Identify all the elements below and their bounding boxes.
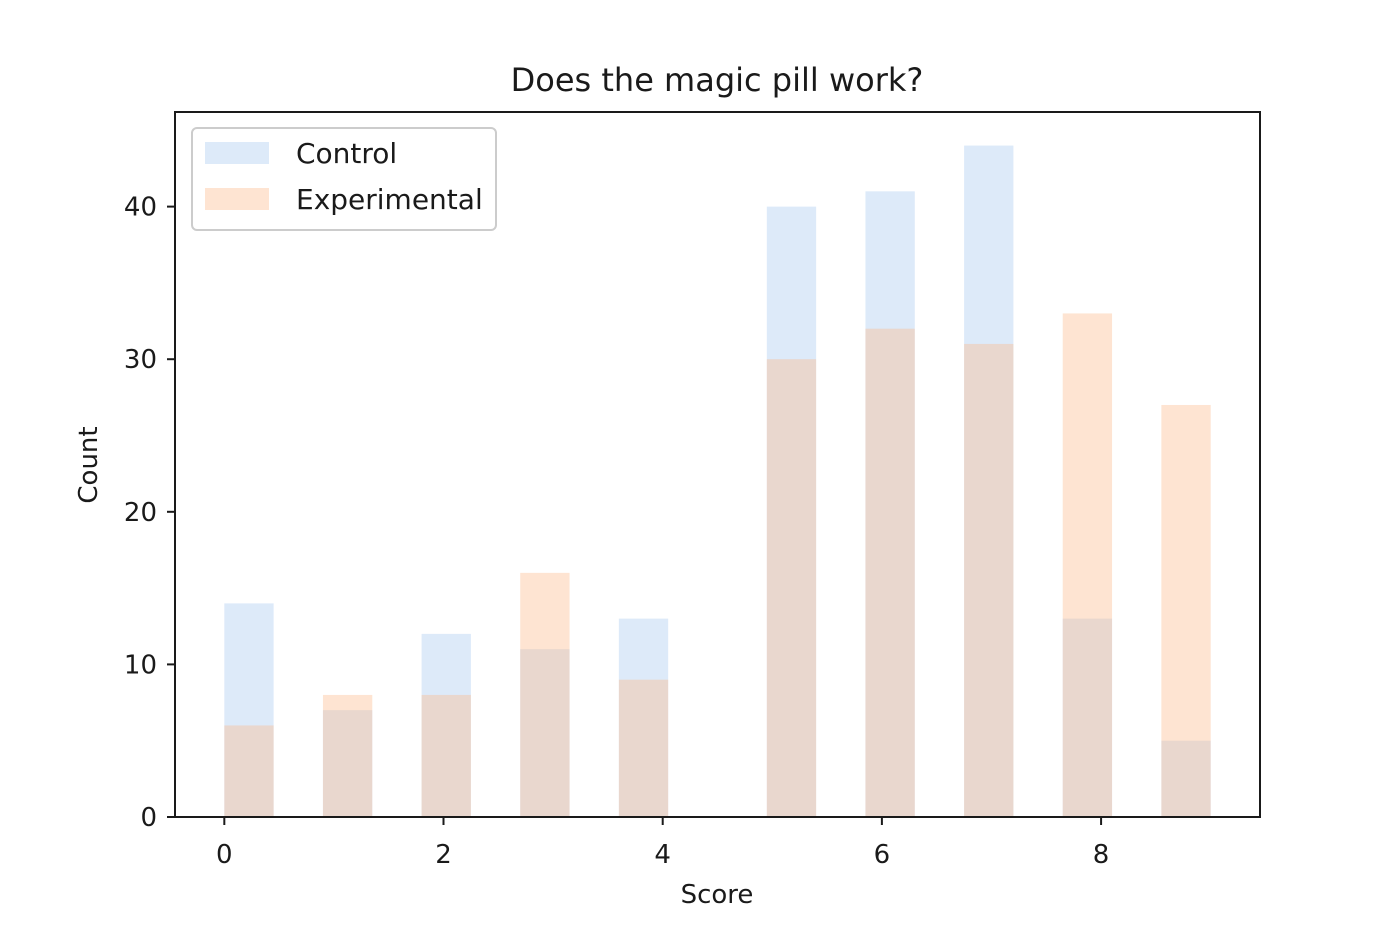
bar-experimental-1: [322, 694, 373, 817]
legend-swatch-experimental: [205, 188, 269, 210]
bar-experimental-4: [618, 679, 669, 817]
legend-box: [191, 127, 497, 231]
bar-control-4: [618, 618, 669, 817]
x-axis-label: Score: [681, 880, 754, 910]
y-tick-label: 20: [124, 498, 157, 528]
x-tick-label: 2: [435, 840, 452, 870]
x-tick-label: 0: [216, 840, 233, 870]
y-axis-ticks: 0 10 20 30 40: [124, 193, 175, 833]
legend: Control Experimental: [191, 127, 497, 231]
legend-label-control: Control: [296, 137, 397, 170]
bars-layer: [224, 145, 1211, 818]
bar-control-2: [421, 633, 471, 817]
bar-control-7: [964, 145, 1014, 818]
bar-experimental-0: [224, 725, 274, 817]
bar-experimental-5: [766, 359, 817, 817]
y-axis-label: Count: [74, 426, 104, 503]
x-axis-ticks: 0 2 4 6 8: [216, 817, 1109, 870]
bar-experimental-3: [520, 572, 570, 817]
bar-control-5: [766, 206, 817, 818]
x-tick-label: 6: [874, 840, 891, 870]
y-tick-label: 40: [124, 193, 157, 223]
y-tick-label: 30: [124, 345, 157, 375]
bar-control-6: [865, 191, 915, 817]
bar-experimental-6: [865, 328, 915, 817]
legend-swatch-control: [205, 142, 269, 164]
bar-experimental-2: [421, 694, 471, 817]
chart-title: Does the magic pill work?: [511, 61, 924, 99]
y-tick-label: 0: [140, 803, 157, 833]
bar-experimental-8: [1062, 313, 1113, 817]
bar-control-8: [1062, 618, 1113, 817]
bar-control-1: [322, 710, 373, 817]
x-tick-label: 4: [654, 840, 671, 870]
bar-experimental-9: [1161, 404, 1211, 817]
x-tick-label: 8: [1093, 840, 1110, 870]
bar-control-3: [520, 649, 570, 817]
bar-experimental-7: [964, 343, 1014, 817]
plot-frame: [174, 111, 1261, 818]
y-tick-label: 10: [124, 650, 157, 680]
bar-control-9: [1161, 740, 1211, 817]
legend-label-experimental: Experimental: [296, 183, 483, 216]
bar-control-0: [224, 603, 274, 817]
